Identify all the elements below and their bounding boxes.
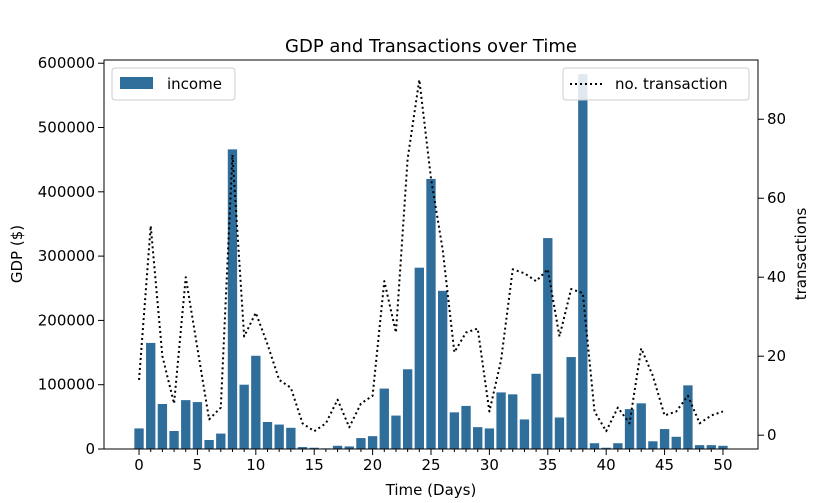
bar-income xyxy=(624,409,635,449)
bar-income xyxy=(356,438,366,449)
x-tick-label: 50 xyxy=(713,456,732,474)
bar-income xyxy=(146,342,156,449)
bar-income xyxy=(601,447,611,449)
x-axis: 0 5 10 15 20 25 30 35 40 45 50 xyxy=(134,449,733,474)
bar-income xyxy=(438,290,448,449)
bar-income xyxy=(648,441,658,449)
bar-income xyxy=(204,439,214,449)
bar-income xyxy=(694,445,705,449)
x-tick-label: 20 xyxy=(363,456,382,474)
x-tick-label: 45 xyxy=(655,456,674,474)
x-tick-label: 35 xyxy=(538,456,557,474)
bar-income xyxy=(426,178,436,449)
y-tick-label: 300000 xyxy=(38,247,95,265)
bar-income xyxy=(134,428,144,449)
bar-income xyxy=(169,430,179,449)
bar-income xyxy=(181,400,191,449)
bar-income xyxy=(157,403,168,449)
bar-income xyxy=(414,267,424,449)
y2-tick-label: 0 xyxy=(767,426,777,444)
x-tick-label: 15 xyxy=(305,456,324,474)
legend-income-swatch xyxy=(120,77,153,89)
legend-transactions-box xyxy=(562,67,750,101)
y-axis-right: 0 20 40 60 80 xyxy=(758,110,786,444)
bar-income xyxy=(496,392,506,449)
bar-income xyxy=(216,433,226,449)
bar-income xyxy=(274,424,284,449)
x-tick-label: 40 xyxy=(597,456,616,474)
bar-income xyxy=(402,369,413,449)
bar-income xyxy=(508,394,518,449)
y-tick-label: 100000 xyxy=(38,376,95,394)
bar-income xyxy=(543,238,553,449)
bar-income xyxy=(566,357,576,449)
bar-income xyxy=(473,427,483,449)
legend-income-box xyxy=(111,67,236,101)
bar-income xyxy=(484,428,495,449)
bar-income xyxy=(589,443,600,449)
bar-income xyxy=(554,417,565,449)
y-axis-label: GDP ($) xyxy=(8,225,26,283)
bar-income xyxy=(671,436,681,449)
y-tick-label: 400000 xyxy=(38,183,95,201)
bar-income xyxy=(367,436,378,449)
y2-tick-label: 20 xyxy=(767,347,786,365)
line-transactions xyxy=(138,78,724,433)
bar-income xyxy=(519,419,530,449)
bar-income xyxy=(332,445,343,449)
bar-income xyxy=(239,384,249,449)
bar-income xyxy=(449,412,460,449)
x-tick-label: 30 xyxy=(480,456,499,474)
bar-income xyxy=(192,402,203,449)
bar-income xyxy=(286,427,296,449)
bar-income xyxy=(262,421,273,449)
y-tick-label: 600000 xyxy=(38,54,95,72)
y2-tick-label: 60 xyxy=(767,189,786,207)
bar-income xyxy=(706,445,716,449)
bar-income xyxy=(578,74,588,450)
y-tick-label: 500000 xyxy=(38,119,95,137)
y-tick-label: 200000 xyxy=(38,311,95,329)
y-tick-label: 0 xyxy=(85,440,95,458)
bar-income xyxy=(391,415,401,449)
bar-income xyxy=(309,447,319,449)
x-axis-label: Time (Days) xyxy=(385,481,477,499)
bar-income xyxy=(683,385,693,449)
bar-income xyxy=(636,403,646,449)
x-tick-label: 25 xyxy=(421,456,440,474)
x-tick-label: 5 xyxy=(193,456,203,474)
y2-axis-label: transactions xyxy=(792,208,810,301)
x-tick-label: 10 xyxy=(246,456,265,474)
bar-income xyxy=(297,447,308,449)
bar-income xyxy=(718,445,728,449)
y-axis-left: 0 100000 200000 300000 400000 500000 600000 xyxy=(38,54,104,458)
bars-layer xyxy=(134,74,728,450)
legend-income-label: income xyxy=(167,75,222,93)
legend-transactions-label: no. transaction xyxy=(615,75,728,93)
line-layer xyxy=(138,78,724,433)
bar-income xyxy=(344,446,354,449)
bar-income xyxy=(251,355,261,449)
bar-income xyxy=(227,149,238,450)
bar-income xyxy=(613,443,623,449)
bar-income xyxy=(531,373,541,449)
y2-tick-label: 40 xyxy=(767,268,786,286)
legend-transactions: no. transaction xyxy=(562,67,750,101)
legend-income: income xyxy=(111,67,236,101)
bar-income xyxy=(659,429,670,449)
bar-income xyxy=(379,388,389,449)
y2-tick-label: 80 xyxy=(767,110,786,128)
bar-income xyxy=(461,405,471,449)
chart-title: GDP and Transactions over Time xyxy=(285,36,577,57)
x-tick-label: 0 xyxy=(134,456,144,474)
